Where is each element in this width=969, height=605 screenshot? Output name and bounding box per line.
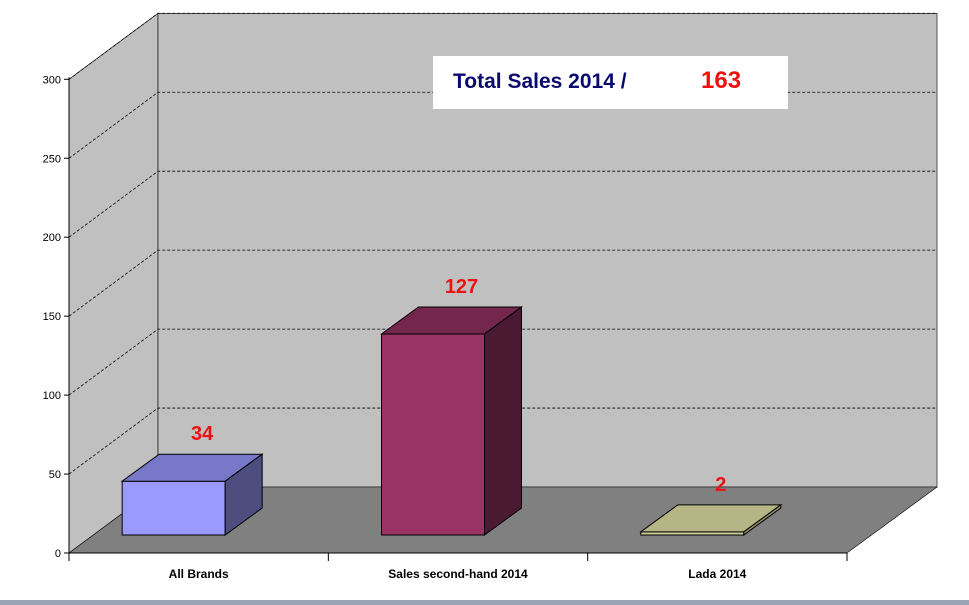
- y-axis-ticks: 0 50 100 150 200 250 300: [43, 74, 69, 560]
- bar-side-0: [224, 453, 263, 536]
- data-label-1: 127: [445, 276, 478, 298]
- gridline-50: [68, 407, 937, 475]
- bar-side-2: [743, 503, 782, 536]
- y-tick-label-50: 50: [49, 469, 61, 481]
- bar-2: [639, 503, 783, 536]
- gridline-100: [68, 328, 937, 396]
- bars: [120, 306, 783, 536]
- y-tick-label-250: 250: [43, 153, 61, 165]
- bar-front-0: [121, 480, 226, 536]
- y-tick-label-200: 200: [43, 232, 61, 244]
- total-sales-title: Total Sales 2014 /: [453, 70, 627, 93]
- total-sales-box: Total Sales 2014 / 163: [433, 56, 788, 109]
- data-label-2: 2: [715, 474, 726, 496]
- y-tick-label-300: 300: [43, 74, 61, 86]
- category-label-1: Sales second-hand 2014: [388, 567, 528, 581]
- y-tick-label-100: 100: [43, 390, 61, 402]
- y-tick-label-150: 150: [43, 311, 61, 323]
- category-label-0: All Brands: [169, 567, 229, 581]
- gridline-150: [68, 249, 937, 317]
- y-tick-label-0: 0: [55, 548, 61, 560]
- gridline-200: [68, 170, 937, 238]
- category-label-2: Lada 2014: [688, 567, 746, 581]
- data-label-0: 34: [191, 423, 214, 445]
- window-bottom-border: [0, 600, 969, 605]
- bar-front-1: [381, 333, 485, 536]
- bar-1: [379, 306, 524, 536]
- gridline-300: [68, 12, 937, 80]
- total-sales-value: 163: [701, 67, 742, 94]
- data-labels: 34 127 2: [191, 276, 726, 496]
- bar-side-1: [484, 306, 522, 536]
- bar-0: [120, 453, 264, 536]
- category-labels: All Brands Sales second-hand 2014 Lada 201…: [169, 567, 747, 581]
